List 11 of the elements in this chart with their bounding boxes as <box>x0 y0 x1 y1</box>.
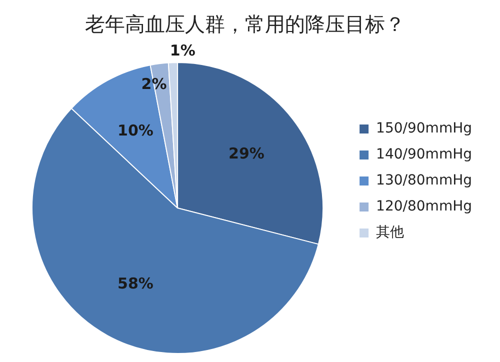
legend-label: 130/80mmHg <box>376 172 472 189</box>
data-label: 1% <box>170 41 196 60</box>
chart-title: 老年高血压人群，常用的降压目标？ <box>85 12 405 36</box>
legend-label: 140/90mmHg <box>376 146 472 163</box>
legend-label: 120/80mmHg <box>376 198 472 215</box>
data-label: 58% <box>118 274 154 292</box>
data-label: 2% <box>141 75 167 94</box>
legend-label: 150/90mmHg <box>376 120 472 137</box>
data-label: 29% <box>228 144 264 162</box>
data-label: 10% <box>118 121 154 140</box>
legend-label: 其他 <box>376 224 404 241</box>
